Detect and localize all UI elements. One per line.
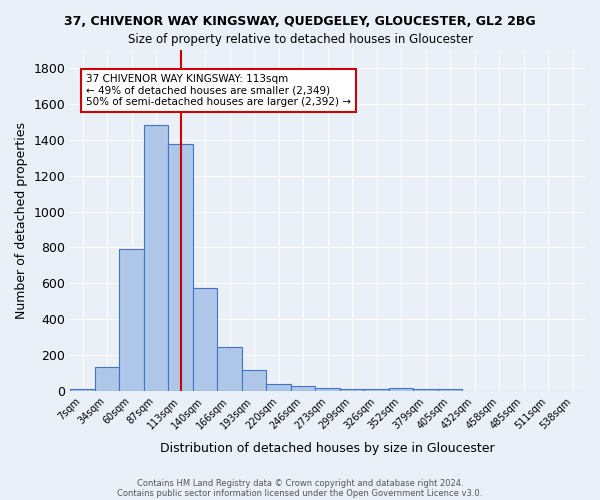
Bar: [389, 388, 413, 391]
Bar: [144, 126, 169, 391]
Bar: [438, 390, 463, 391]
Text: 37 CHIVENOR WAY KINGSWAY: 113sqm
← 49% of detached houses are smaller (2,349)
50: 37 CHIVENOR WAY KINGSWAY: 113sqm ← 49% o…: [86, 74, 351, 107]
X-axis label: Distribution of detached houses by size in Gloucester: Distribution of detached houses by size …: [160, 442, 495, 455]
Bar: [217, 347, 242, 391]
Text: Contains HM Land Registry data © Crown copyright and database right 2024.: Contains HM Land Registry data © Crown c…: [137, 478, 463, 488]
Text: Size of property relative to detached houses in Gloucester: Size of property relative to detached ho…: [128, 32, 473, 46]
Bar: [119, 250, 144, 391]
Bar: [291, 386, 316, 391]
Bar: [95, 367, 119, 391]
Text: Contains public sector information licensed under the Open Government Licence v3: Contains public sector information licen…: [118, 488, 482, 498]
Text: 37, CHIVENOR WAY KINGSWAY, QUEDGELEY, GLOUCESTER, GL2 2BG: 37, CHIVENOR WAY KINGSWAY, QUEDGELEY, GL…: [64, 15, 536, 28]
Bar: [169, 144, 193, 391]
Bar: [193, 288, 217, 391]
Bar: [266, 384, 291, 391]
Bar: [364, 390, 389, 391]
Bar: [70, 390, 95, 391]
Bar: [316, 388, 340, 391]
Y-axis label: Number of detached properties: Number of detached properties: [15, 122, 28, 319]
Bar: [340, 389, 364, 391]
Bar: [242, 370, 266, 391]
Bar: [413, 390, 438, 391]
